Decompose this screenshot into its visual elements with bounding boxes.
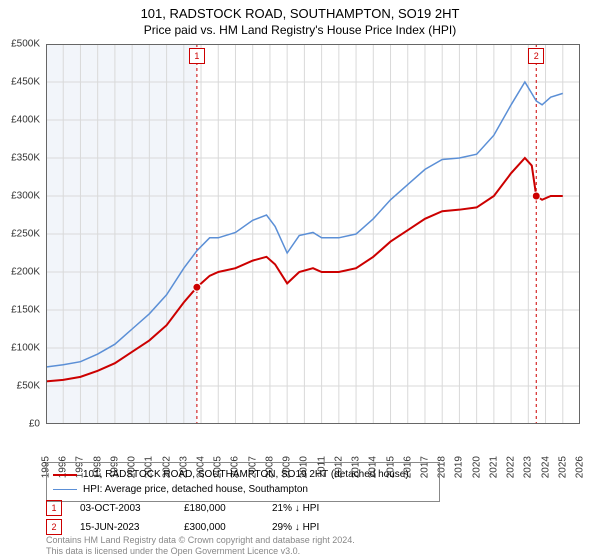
y-tick-label: £350K: [11, 153, 40, 164]
chart-marker-badge-2: 2: [528, 48, 544, 64]
title-line-1: 101, RADSTOCK ROAD, SOUTHAMPTON, SO19 2H…: [0, 6, 600, 21]
sale-badge-2: 2: [46, 519, 62, 535]
sale-badge-1-num: 1: [51, 503, 56, 513]
legend: 101, RADSTOCK ROAD, SOUTHAMPTON, SO19 2H…: [46, 462, 440, 502]
legend-label-property: 101, RADSTOCK ROAD, SOUTHAMPTON, SO19 2H…: [83, 467, 409, 482]
sale-diff-1: 21% ↓ HPI: [272, 503, 352, 514]
sale-date-1: 03-OCT-2003: [80, 503, 166, 514]
sales-block: 1 03-OCT-2003 £180,000 21% ↓ HPI 2 15-JU…: [46, 500, 580, 538]
sale-date-2: 15-JUN-2023: [80, 522, 166, 533]
y-tick-label: £300K: [11, 191, 40, 202]
plot-svg: [46, 44, 580, 424]
y-tick-label: £450K: [11, 77, 40, 88]
x-axis-labels: 1995199619971998199920002001200220032004…: [46, 424, 580, 460]
x-tick-label: 2019: [454, 456, 465, 478]
x-tick-label: 2023: [523, 456, 534, 478]
sale-price-1: £180,000: [184, 503, 254, 514]
attribution: Contains HM Land Registry data © Crown c…: [46, 535, 355, 558]
legend-label-hpi: HPI: Average price, detached house, Sout…: [83, 482, 308, 497]
y-axis-labels: £0£50K£100K£150K£200K£250K£300K£350K£400…: [0, 44, 44, 424]
legend-swatch-property: [53, 474, 77, 476]
x-tick-label: 2022: [506, 456, 517, 478]
sale-badge-2-num: 2: [51, 522, 56, 532]
chart-container: 101, RADSTOCK ROAD, SOUTHAMPTON, SO19 2H…: [0, 0, 600, 560]
y-tick-label: £150K: [11, 305, 40, 316]
x-tick-label: 2026: [575, 456, 586, 478]
legend-swatch-hpi: [53, 489, 77, 490]
y-tick-label: £200K: [11, 267, 40, 278]
y-tick-label: £400K: [11, 115, 40, 126]
chart-marker-badge-1: 1: [189, 48, 205, 64]
sale-diff-2: 29% ↓ HPI: [272, 522, 352, 533]
x-tick-label: 2024: [540, 456, 551, 478]
legend-row-hpi: HPI: Average price, detached house, Sout…: [53, 482, 433, 497]
chart-area: 12: [46, 44, 580, 424]
legend-row-property: 101, RADSTOCK ROAD, SOUTHAMPTON, SO19 2H…: [53, 467, 433, 482]
y-tick-label: £0: [29, 419, 40, 430]
sale-badge-1: 1: [46, 500, 62, 516]
title-block: 101, RADSTOCK ROAD, SOUTHAMPTON, SO19 2H…: [0, 0, 600, 37]
x-tick-label: 2020: [471, 456, 482, 478]
sale-row-1: 1 03-OCT-2003 £180,000 21% ↓ HPI: [46, 500, 580, 516]
sale-price-2: £300,000: [184, 522, 254, 533]
title-line-2: Price paid vs. HM Land Registry's House …: [0, 23, 600, 37]
y-tick-label: £500K: [11, 39, 40, 50]
y-tick-label: £250K: [11, 229, 40, 240]
y-tick-label: £50K: [17, 381, 40, 392]
sale-row-2: 2 15-JUN-2023 £300,000 29% ↓ HPI: [46, 519, 580, 535]
x-tick-label: 2021: [488, 456, 499, 478]
y-tick-label: £100K: [11, 343, 40, 354]
attribution-line-1: Contains HM Land Registry data © Crown c…: [46, 535, 355, 547]
attribution-line-2: This data is licensed under the Open Gov…: [46, 546, 355, 558]
x-tick-label: 2025: [557, 456, 568, 478]
